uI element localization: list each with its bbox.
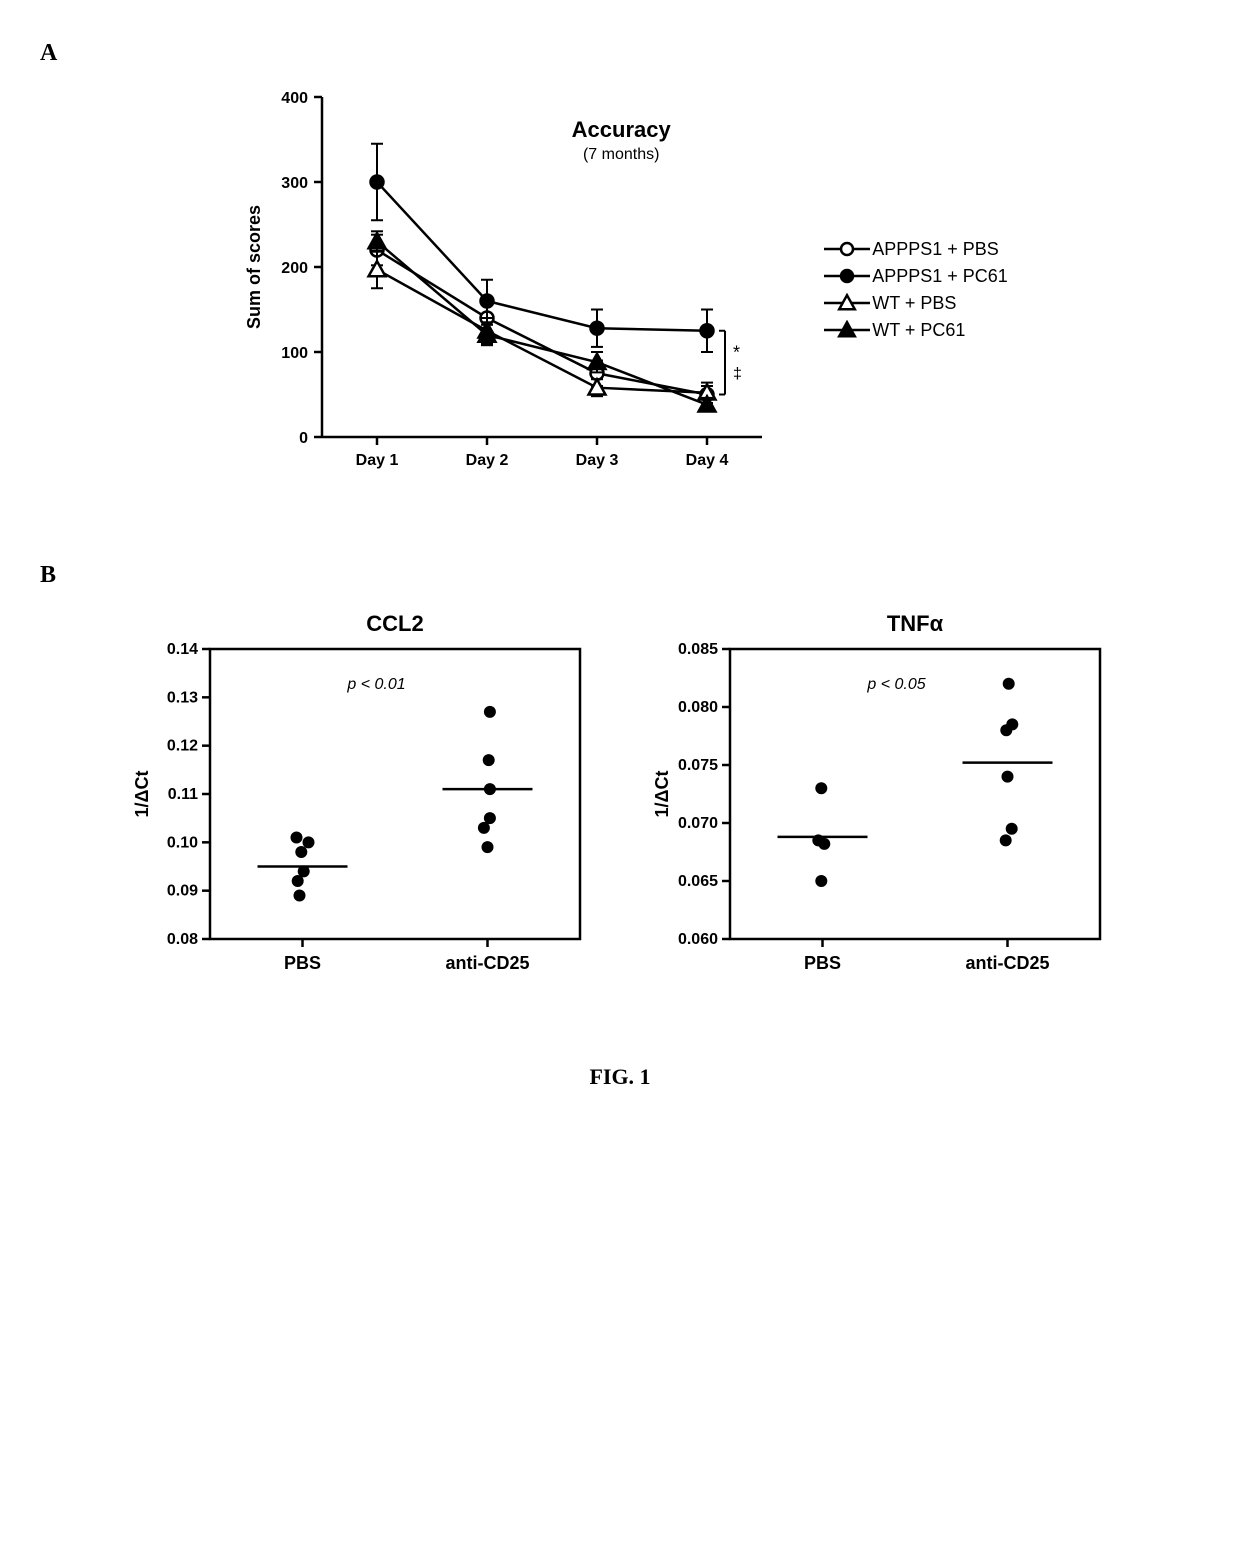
panel-a: A 0 100 200 300 400 Day 1 Day 2 Day 3 Day 4 Sum o… bbox=[40, 40, 1200, 502]
svg-text:0.08: 0.08 bbox=[167, 931, 198, 948]
svg-text:0.09: 0.09 bbox=[167, 883, 198, 900]
svg-text:1/ΔCt: 1/ΔCt bbox=[132, 771, 152, 818]
svg-text:0: 0 bbox=[299, 430, 308, 447]
tnfa-scatter-chart: TNFα 0.060 0.065 0.070 0.075 0.080 0.085 PBS ant… bbox=[640, 599, 1120, 1004]
svg-text:Day 3: Day 3 bbox=[576, 452, 619, 469]
svg-text:0.075: 0.075 bbox=[678, 757, 718, 774]
svg-text:PBS: PBS bbox=[284, 953, 321, 973]
svg-text:0.13: 0.13 bbox=[167, 689, 198, 706]
svg-text:0.085: 0.085 bbox=[678, 641, 718, 658]
svg-text:Day 2: Day 2 bbox=[466, 452, 509, 469]
svg-text:Day 1: Day 1 bbox=[356, 452, 399, 469]
svg-text:0.070: 0.070 bbox=[678, 815, 718, 832]
legend-label: WT + PC61 bbox=[872, 320, 965, 341]
svg-text:p < 0.01: p < 0.01 bbox=[346, 676, 405, 693]
svg-text:0.065: 0.065 bbox=[678, 873, 718, 890]
svg-text:anti-CD25: anti-CD25 bbox=[965, 953, 1049, 973]
svg-text:Accuracy: Accuracy bbox=[572, 117, 672, 142]
svg-text:0.060: 0.060 bbox=[678, 931, 718, 948]
svg-text:PBS: PBS bbox=[804, 953, 841, 973]
svg-text:200: 200 bbox=[282, 260, 309, 277]
svg-text:100: 100 bbox=[282, 345, 309, 362]
svg-text:0.10: 0.10 bbox=[167, 834, 198, 851]
panel-b: B CCL2 0.08 0.09 0.10 0.11 0.12 0.13 0.14 PBS ant… bbox=[40, 562, 1200, 1004]
svg-text:1/ΔCt: 1/ΔCt bbox=[652, 771, 672, 818]
svg-text:‡: ‡ bbox=[733, 366, 742, 383]
svg-text:CCL2: CCL2 bbox=[366, 611, 423, 636]
legend-item: APPPS1 + PBS bbox=[822, 239, 1008, 260]
legend-item: WT + PC61 bbox=[822, 320, 1008, 341]
legend-item: WT + PBS bbox=[822, 293, 1008, 314]
svg-text:0.12: 0.12 bbox=[167, 738, 198, 755]
legend-label: APPPS1 + PBS bbox=[872, 239, 999, 260]
ccl2-scatter-chart: CCL2 0.08 0.09 0.10 0.11 0.12 0.13 0.14 PBS anti-… bbox=[120, 599, 600, 1004]
legend-label: APPPS1 + PC61 bbox=[872, 266, 1008, 287]
svg-text:0.14: 0.14 bbox=[167, 641, 198, 658]
figure-caption: FIG. 1 bbox=[40, 1064, 1200, 1090]
svg-text:400: 400 bbox=[282, 90, 309, 107]
legend-item: APPPS1 + PC61 bbox=[822, 266, 1008, 287]
svg-text:*: * bbox=[733, 343, 740, 363]
svg-text:(7 months): (7 months) bbox=[583, 146, 659, 163]
svg-text:Sum of scores: Sum of scores bbox=[244, 205, 264, 329]
panel-b-label: B bbox=[40, 562, 1200, 589]
svg-text:0.080: 0.080 bbox=[678, 699, 718, 716]
accuracy-line-chart: 0 100 200 300 400 Day 1 Day 2 Day 3 Day 4 Sum of … bbox=[232, 77, 792, 502]
svg-text:0.11: 0.11 bbox=[168, 786, 198, 803]
svg-text:TNFα: TNFα bbox=[887, 611, 944, 636]
panel-a-content: 0 100 200 300 400 Day 1 Day 2 Day 3 Day 4 Sum of … bbox=[40, 77, 1200, 502]
svg-text:300: 300 bbox=[282, 175, 309, 192]
legend-label: WT + PBS bbox=[872, 293, 956, 314]
panel-a-label: A bbox=[40, 40, 1200, 67]
accuracy-legend: APPPS1 + PBS APPPS1 + PC61 WT + PBS WT + PC… bbox=[822, 233, 1008, 347]
svg-text:anti-CD25: anti-CD25 bbox=[445, 953, 529, 973]
panel-b-content: CCL2 0.08 0.09 0.10 0.11 0.12 0.13 0.14 PBS anti-… bbox=[40, 599, 1200, 1004]
svg-text:Day 4: Day 4 bbox=[686, 452, 729, 469]
svg-text:p < 0.05: p < 0.05 bbox=[866, 676, 925, 693]
